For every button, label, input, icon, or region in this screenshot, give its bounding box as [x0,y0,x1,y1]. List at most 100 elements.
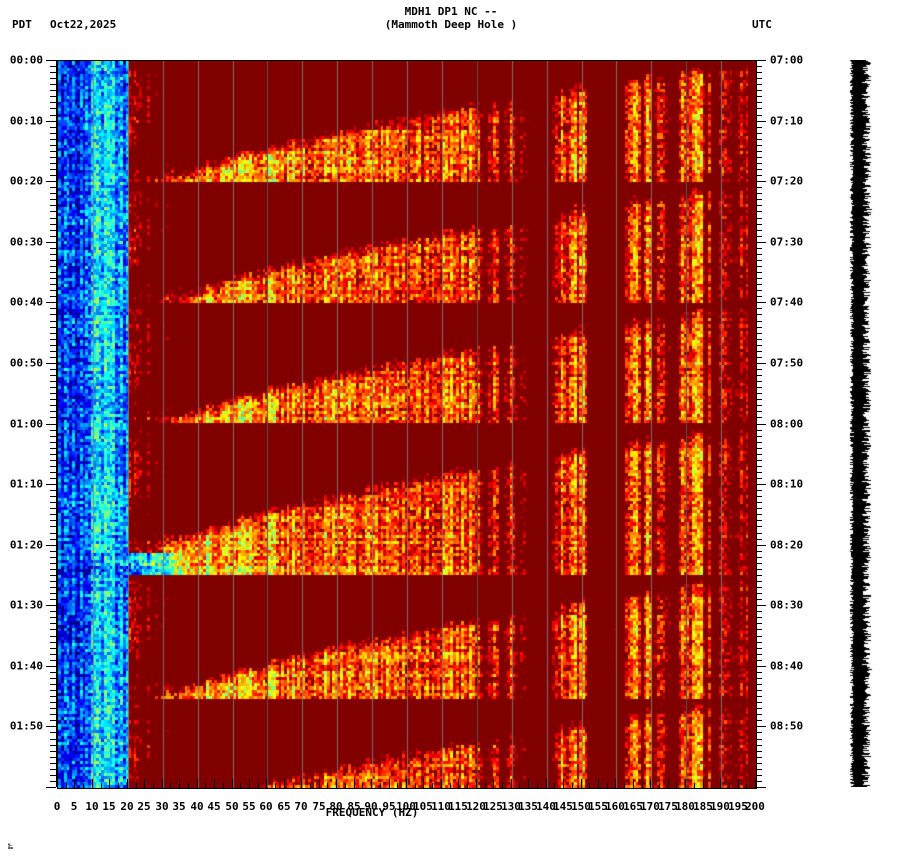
freq-axis-minor-tick [694,783,695,788]
left-axis-minor-tick [50,514,56,515]
left-axis-minor-tick [50,448,56,449]
freq-tick-label: 5 [70,800,78,813]
freq-tick-label: 20 [120,800,134,813]
station-code-title: MDH1 DP1 NC -- [404,5,498,18]
left-axis-minor-tick [50,78,56,79]
right-axis-minor-tick [756,763,762,764]
freq-tick-label: 190 [710,800,730,813]
right-axis-minor-tick [756,278,762,279]
time-tick-label-utc: 07:00 [770,53,804,67]
right-axis-major-tick [756,666,766,667]
frequency-axis-title: FREQUENCY (HZ) [325,806,419,819]
freq-axis-minor-tick [293,783,294,788]
freq-axis-minor-tick [118,783,119,788]
right-axis-minor-tick [756,193,762,194]
left-axis-minor-tick [50,714,56,715]
right-axis-minor-tick [756,163,762,164]
freq-tick-label: 25 [137,800,151,813]
left-axis-minor-tick [50,314,56,315]
left-axis-minor-tick [50,611,56,612]
freq-tick-label: 70 [294,800,308,813]
freq-tick-label: 160 [605,800,625,813]
time-tick-label-pdt: 01:50 [9,719,43,733]
left-axis-minor-tick [50,654,56,655]
right-axis-minor-tick [756,284,762,285]
freq-axis-minor-tick [450,783,451,788]
left-axis-minor-tick [50,139,56,140]
right-axis-minor-tick [756,339,762,340]
left-axis-minor-tick [50,296,56,297]
left-axis-minor-tick [50,169,56,170]
right-axis-minor-tick [756,248,762,249]
right-axis-minor-tick [756,321,762,322]
right-axis-major-tick [756,787,766,788]
right-axis-minor-tick [756,260,762,261]
right-axis-minor-tick [756,399,762,400]
left-axis-minor-tick [50,387,56,388]
freq-tick-label: 75 [312,800,326,813]
right-axis-major-tick [756,302,766,303]
right-axis-minor-tick [756,514,762,515]
left-axis-minor-tick [50,751,56,752]
right-axis-minor-tick [756,569,762,570]
left-axis-minor-tick [50,66,56,67]
right-axis-minor-tick [756,720,762,721]
freq-axis-major-tick [389,779,390,788]
right-axis-minor-tick [756,581,762,582]
left-axis-minor-tick [50,151,56,152]
left-axis-minor-tick [50,266,56,267]
freq-axis-major-tick [650,779,651,788]
left-axis-minor-tick [50,417,56,418]
right-axis-minor-tick [756,72,762,73]
time-axis-pdt: 00:00 00:10 00:20 00:30 00:40 00:50 01:00 01:10… [0,54,57,789]
left-axis-minor-tick [50,569,56,570]
left-axis-minor-tick [50,539,56,540]
left-axis-minor-tick [50,272,56,273]
right-axis-minor-tick [756,745,762,746]
freq-axis-minor-tick [345,783,346,788]
left-axis-minor-tick [50,321,56,322]
freq-axis-major-tick [685,779,686,788]
station-name-title: (Mammoth Deep Hole ) [384,18,518,31]
freq-axis-major-tick [371,779,372,788]
left-axis-major-tick [46,666,56,667]
left-axis-minor-tick [50,581,56,582]
freq-axis-minor-tick [310,783,311,788]
right-axis-minor-tick [756,218,762,219]
freq-axis-minor-tick [729,783,730,788]
right-axis-minor-tick [756,417,762,418]
time-tick-label-pdt: 00:00 [9,53,43,67]
left-axis-minor-tick [50,708,56,709]
right-axis-minor-tick [756,236,762,237]
left-axis-minor-tick [50,472,56,473]
freq-axis-minor-tick [415,783,416,788]
right-axis-minor-tick [756,205,762,206]
right-axis-minor-tick [756,345,762,346]
freq-tick-label: 145 [553,800,573,813]
left-axis-minor-tick [50,436,56,437]
freq-axis-major-tick [406,779,407,788]
right-axis-minor-tick [756,442,762,443]
freq-axis-major-tick [563,779,564,788]
freq-axis-major-tick [179,779,180,788]
right-axis-minor-tick [756,672,762,673]
left-axis-minor-tick [50,115,56,116]
freq-axis-major-tick [197,779,198,788]
freq-tick-label: 45 [207,800,221,813]
right-axis-minor-tick [756,563,762,564]
right-axis-minor-tick [756,127,762,128]
left-axis-minor-tick [50,623,56,624]
right-axis-minor-tick [756,660,762,661]
freq-tick-label: 130 [501,800,521,813]
time-tick-label-pdt: 00:10 [9,114,43,128]
freq-tick-label: 55 [242,800,256,813]
left-axis-minor-tick [50,108,56,109]
right-axis-major-tick [756,484,766,485]
freq-axis-major-tick [546,779,547,788]
time-tick-label-pdt: 01:20 [9,538,43,552]
freq-tick-label: 185 [693,800,713,813]
left-axis-minor-tick [50,381,56,382]
left-axis-minor-tick [50,460,56,461]
freq-axis-major-tick [581,779,582,788]
left-axis-minor-tick [50,163,56,164]
